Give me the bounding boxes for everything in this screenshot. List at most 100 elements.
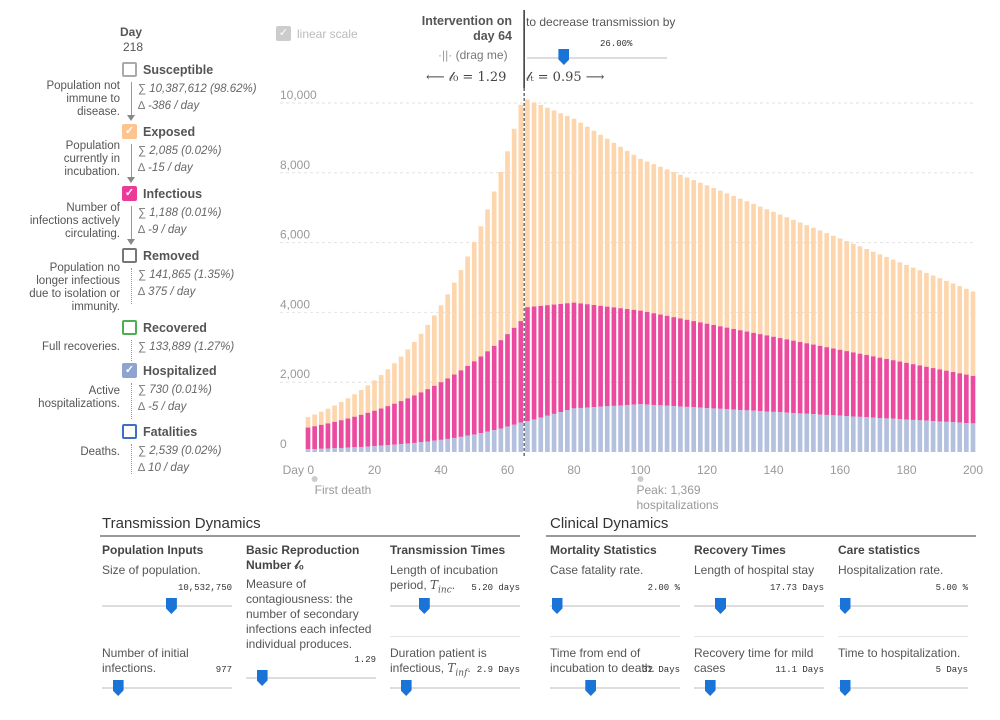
peak-label-line2: hospitalizations (637, 498, 719, 512)
initial-infections-label: Number of initial infections. (102, 646, 189, 675)
legend-total: 10,387,612 (98.62%) (149, 83, 257, 95)
bar-infectious (737, 330, 743, 410)
bar-hospitalized (478, 433, 484, 452)
decrease-slider-thumb[interactable] (558, 49, 570, 65)
time-to-death-slider-thumb[interactable] (585, 680, 597, 696)
hospital-stay-value: 17.73 Days (769, 583, 824, 593)
legend-removed[interactable]: Removed (122, 248, 199, 263)
bar-infectious (611, 307, 617, 406)
drag-handle[interactable]: ·||· (drag me) (438, 48, 508, 62)
separator (390, 636, 520, 637)
bar-exposed (604, 138, 610, 307)
unchecked-checkbox-icon[interactable] (122, 248, 137, 263)
transmission-rule (100, 535, 520, 537)
legend-label: Removed (143, 248, 200, 263)
case-fatality-rate-slider[interactable] (550, 605, 680, 607)
bar-hospitalized (558, 412, 564, 452)
bar-exposed (904, 264, 909, 363)
incubation-period-slider[interactable] (390, 605, 520, 607)
sum-icon: ∑ (138, 445, 147, 457)
bar-exposed (491, 191, 497, 346)
unchecked-checkbox-icon[interactable] (122, 424, 137, 439)
bar-hospitalized (538, 417, 544, 452)
time-to-death-slider[interactable] (550, 687, 680, 689)
infectious-duration-wrap: Duration patient is infectious, Tinf. (390, 646, 487, 679)
checked-checkbox-icon[interactable]: ✓ (122, 186, 137, 201)
bar-hospitalized (704, 408, 710, 452)
x-tick-label: 120 (697, 463, 717, 477)
bar-infectious (890, 360, 896, 419)
bar-infectious (658, 314, 663, 406)
initial-infections-slider-thumb[interactable] (112, 680, 124, 696)
legend-stats: ∑ 10,387,612 (98.62%) ∆ -386 / day (138, 81, 257, 115)
case-fatality-rate-slider-thumb[interactable] (551, 598, 563, 614)
legend-fatalities[interactable]: Fatalities (122, 424, 197, 439)
hospitalization-rate-slider-thumb[interactable] (839, 598, 851, 614)
decrease-slider-track[interactable] (527, 57, 667, 59)
linear-scale-toggle[interactable]: ✓ linear scale (276, 26, 358, 41)
initial-infections-slider[interactable] (102, 687, 232, 689)
bar-exposed (618, 146, 623, 309)
infectious-duration-slider-thumb[interactable] (400, 680, 412, 696)
mild-recovery-slider-thumb[interactable] (704, 680, 716, 696)
mild-recovery-slider[interactable] (694, 687, 824, 689)
legend-recovered[interactable]: Recovered (122, 320, 207, 335)
infectious-duration-slider[interactable] (390, 687, 520, 689)
bar-exposed (957, 286, 963, 374)
unchecked-checkbox-icon[interactable] (122, 62, 137, 77)
bar-infectious (571, 302, 577, 409)
bar-infectious (518, 321, 524, 423)
legend-hospitalized[interactable]: ✓ Hospitalized (122, 363, 217, 378)
bar-infectious (771, 336, 776, 412)
bar-hospitalized (764, 411, 770, 452)
bar-exposed (598, 134, 603, 306)
population-size-slider-thumb[interactable] (165, 598, 177, 614)
unchecked-checkbox-icon[interactable] (122, 320, 137, 335)
bar-exposed (737, 198, 743, 331)
time-to-hospitalization-slider[interactable] (838, 687, 968, 689)
bar-exposed (717, 190, 723, 327)
checked-checkbox-icon[interactable]: ✓ (122, 363, 137, 378)
bar-infectious (811, 344, 816, 415)
hospitalization-rate-slider[interactable] (838, 605, 968, 607)
bar-exposed (392, 363, 397, 404)
bar-hospitalized (432, 440, 437, 452)
bar-hospitalized (471, 434, 477, 452)
population-inputs: Population Inputs Size of population. (102, 543, 242, 578)
bar-exposed (844, 241, 849, 352)
legend-susceptible[interactable]: Susceptible (122, 62, 213, 77)
bar-infectious (458, 370, 464, 437)
bar-exposed (671, 172, 677, 318)
legend-infectious[interactable]: ✓ Infectious (122, 186, 202, 201)
bar-hospitalized (565, 410, 570, 452)
time-to-hospitalization-slider-thumb[interactable] (839, 680, 851, 696)
bar-exposed (531, 102, 537, 307)
bar-exposed (365, 385, 371, 413)
bar-hospitalized (545, 415, 550, 452)
hospital-stay-slider[interactable] (694, 605, 824, 607)
legend-stats: ∑ 133,889 (1.27%) (138, 339, 234, 356)
bar-infectious (545, 305, 550, 416)
x-tick-label: 20 (368, 463, 382, 477)
bar-infectious (485, 351, 490, 432)
bar-exposed (791, 219, 796, 341)
bar-exposed (372, 380, 377, 411)
hospital-stay-slider-thumb[interactable] (715, 598, 726, 614)
bar-hospitalized (691, 407, 697, 452)
delta-icon: ∆ (138, 224, 146, 236)
bar-exposed (405, 349, 411, 399)
incubation-period-slider-thumb[interactable] (418, 598, 430, 614)
legend-exposed[interactable]: ✓ Exposed (122, 124, 195, 139)
bar-hospitalized (811, 414, 816, 452)
bar-hospitalized (438, 439, 444, 452)
reproduction-number-slider[interactable] (246, 677, 376, 679)
bar-exposed (771, 211, 776, 337)
bar-exposed (724, 193, 730, 328)
reproduction-number-slider-thumb[interactable] (256, 670, 268, 686)
bar-infectious (491, 345, 497, 431)
bar-exposed (571, 118, 577, 303)
legend-total: 141,865 (1.35%) (149, 269, 235, 281)
recovery-title: Recovery Times (694, 543, 786, 557)
bar-hospitalized (950, 422, 956, 452)
checked-checkbox-icon[interactable]: ✓ (122, 124, 137, 139)
